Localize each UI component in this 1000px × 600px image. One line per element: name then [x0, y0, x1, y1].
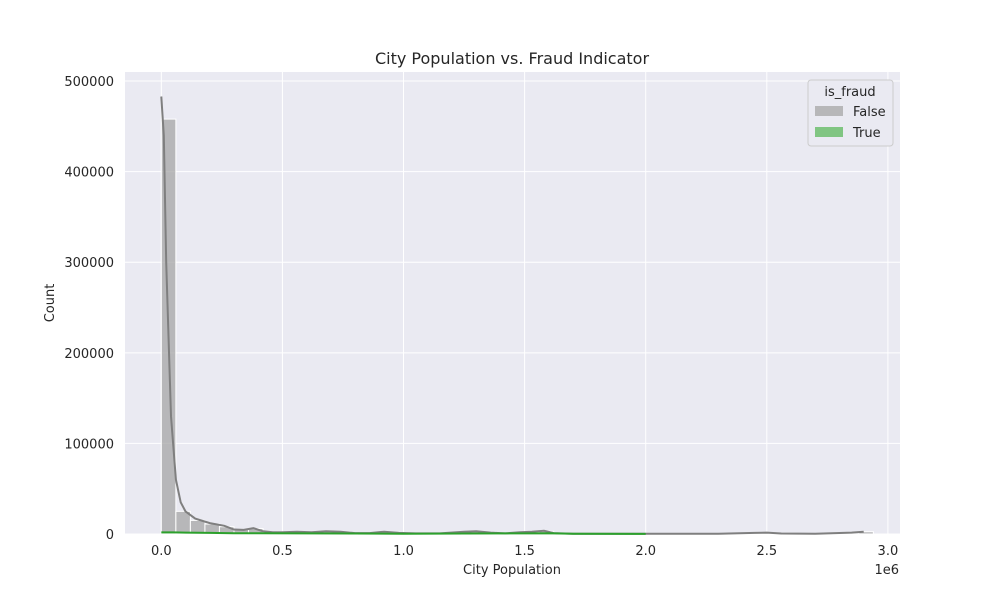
legend: is_fraud False True [807, 79, 894, 147]
legend-title: is_fraud [824, 85, 875, 100]
x-tick-label: 0.5 [272, 544, 293, 559]
y-axis-label: Count [43, 284, 58, 323]
plot-background [125, 72, 900, 534]
bar-false [175, 510, 191, 535]
chart-title: City Population vs. Fraud Indicator [375, 49, 650, 68]
x-tick-label: 2.5 [756, 544, 777, 559]
kde-curves [160, 96, 864, 535]
y-tick-label: 300000 [64, 256, 114, 271]
tick-labels: 0.0 0.5 1.0 1.5 2.0 2.5 3.0 0 100000 200000 300000… [64, 75, 898, 559]
kde-line-false [160, 96, 864, 535]
y-tick-label: 500000 [64, 75, 114, 90]
y-tick-label: 100000 [64, 437, 114, 452]
y-tick-label: 200000 [64, 347, 114, 362]
x-tick-label: 1.0 [393, 544, 414, 559]
x-tick-label: 0.0 [151, 544, 172, 559]
x-axis-offset-label: 1e6 [874, 563, 899, 578]
y-tick-label: 400000 [64, 166, 114, 181]
legend-swatch-false [815, 106, 843, 116]
y-tick-label: 0 [106, 528, 114, 543]
x-axis-label: City Population [463, 563, 561, 578]
kde-line-true [161, 531, 646, 535]
legend-label-false: False [853, 105, 886, 120]
legend-label-true: True [852, 126, 881, 141]
x-tick-label: 2.0 [635, 544, 656, 559]
x-tick-label: 3.0 [878, 544, 899, 559]
grid-lines [125, 72, 900, 535]
x-tick-label: 1.5 [514, 544, 535, 559]
legend-swatch-true [815, 127, 843, 137]
